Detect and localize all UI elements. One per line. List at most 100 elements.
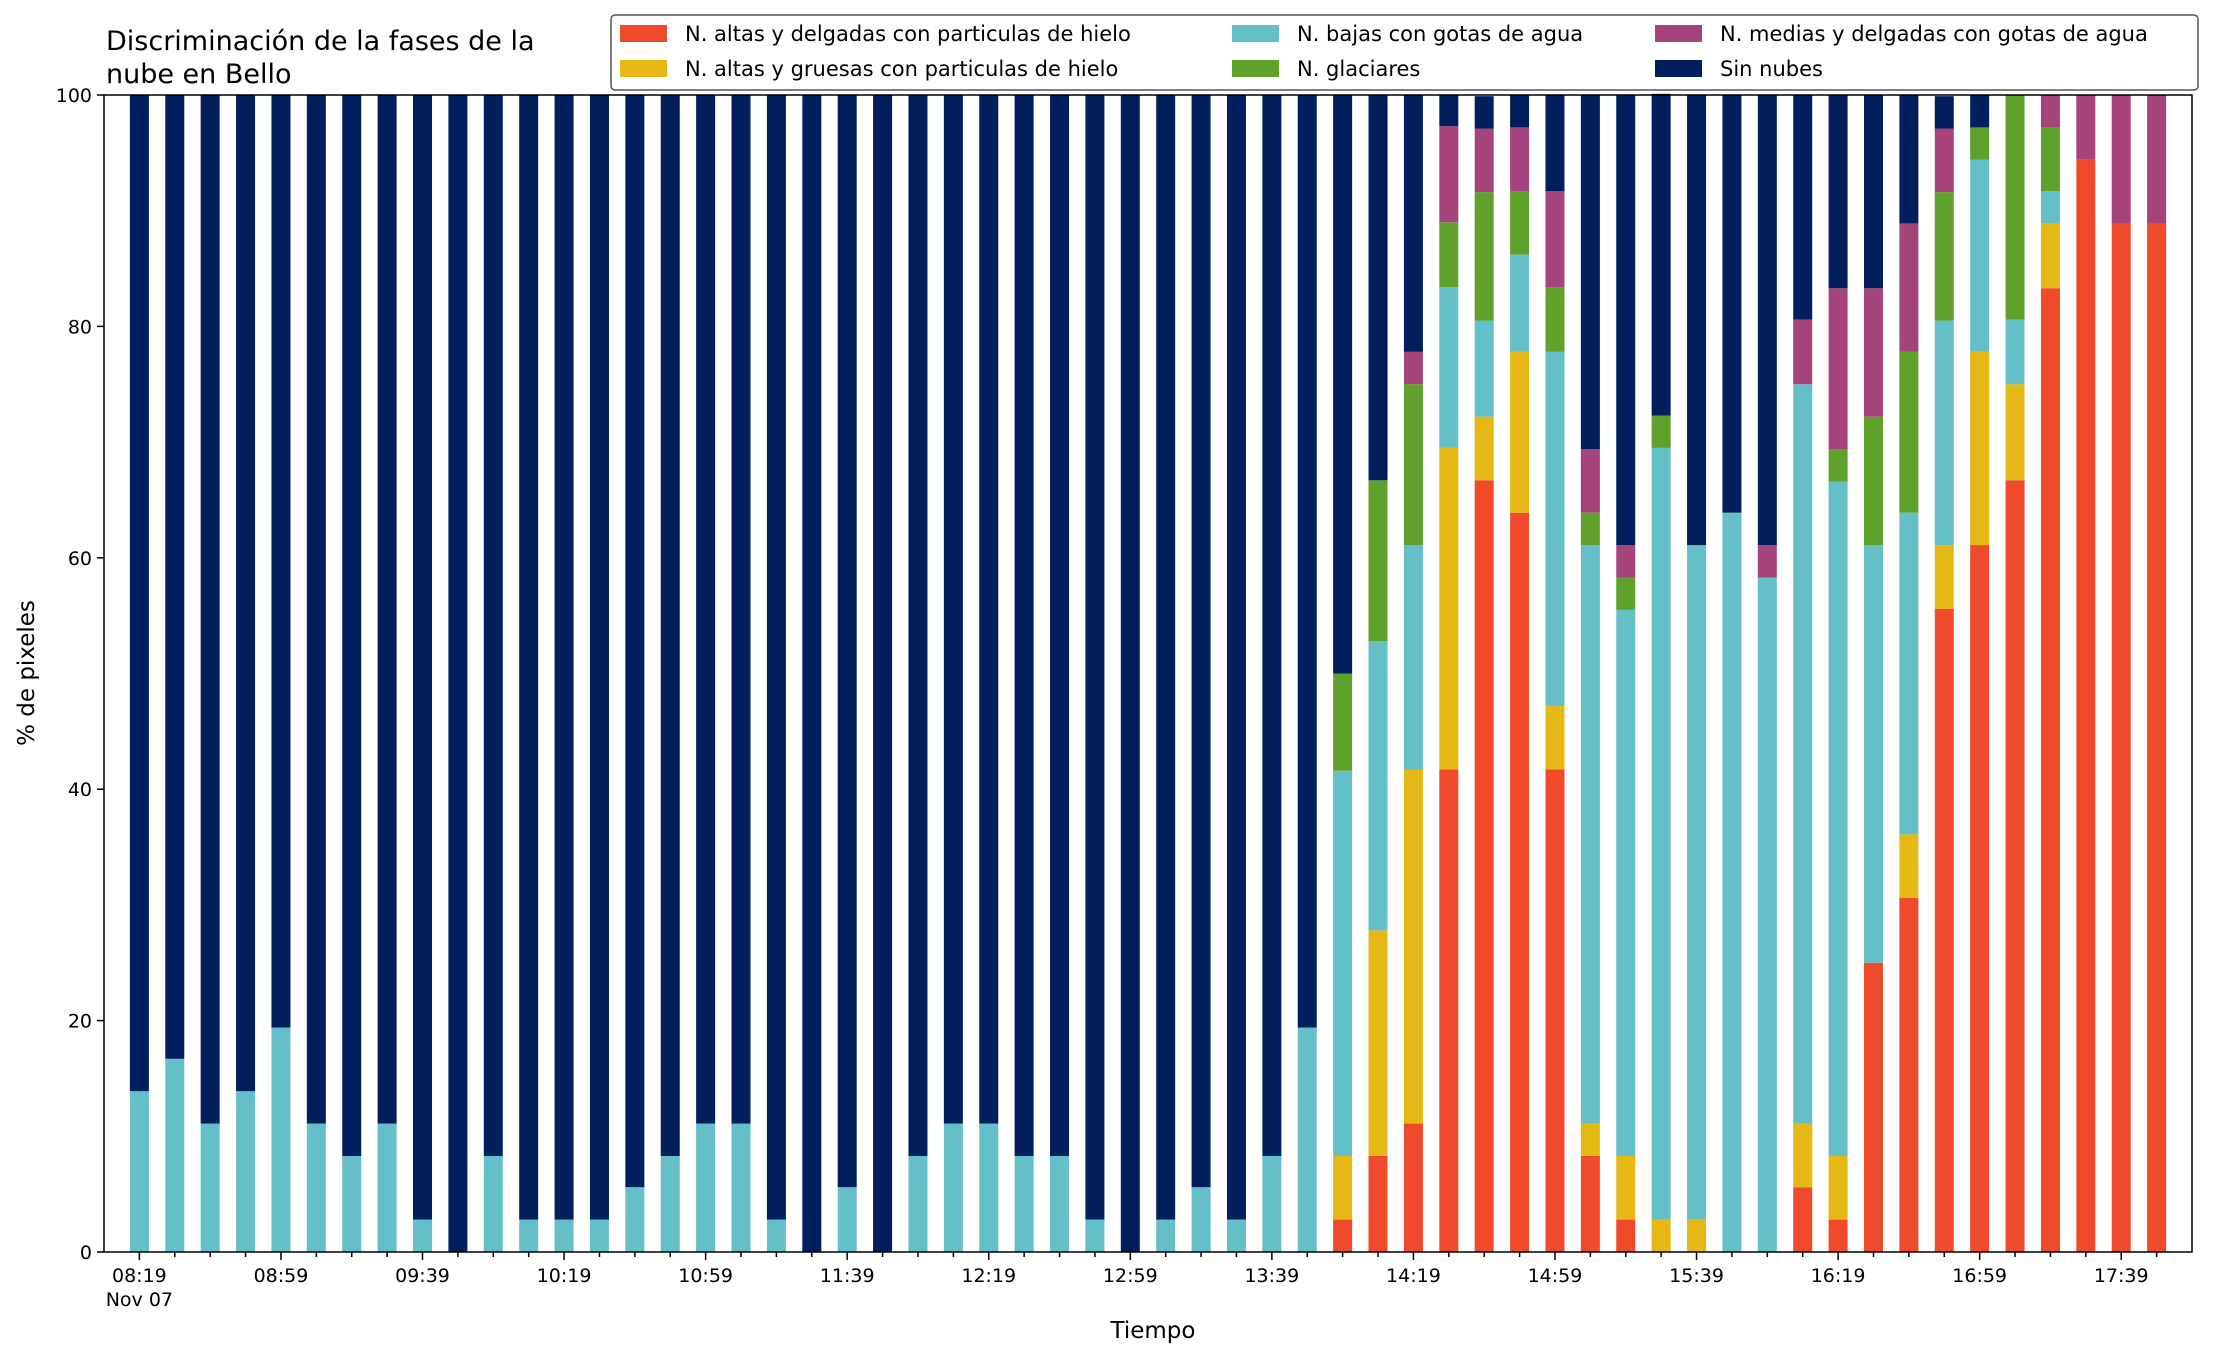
- bar-segment-35-series-5: [1368, 95, 1388, 481]
- bar-segment-39-series-5: [1510, 95, 1530, 128]
- x-tick-label-13: 16:59: [1952, 1265, 2007, 1287]
- legend-label-3: N. glaciares: [1297, 57, 1420, 81]
- x-tick-label-4: 10:59: [678, 1265, 733, 1287]
- bar-segment-43-series-3: [1651, 415, 1671, 448]
- bar-segment-30-series-5: [1191, 95, 1211, 1188]
- y-tick-label-0: 0: [80, 1242, 92, 1264]
- x-tick-label-5: 11:39: [820, 1265, 875, 1287]
- bar-segment-40-series-1: [1545, 705, 1565, 770]
- bar-segment-27-series-5: [1085, 95, 1105, 1220]
- bar-segment-36-series-1: [1403, 769, 1423, 1124]
- bar-segment-51-series-4: [1934, 128, 1954, 193]
- bar-segment-39-series-0: [1510, 512, 1530, 1252]
- chart-title-line-1: Discriminación de la fases de la: [106, 26, 535, 57]
- bar-segment-40-series-4: [1545, 191, 1565, 288]
- bar-segment-34-series-1: [1333, 1155, 1353, 1220]
- bar-segment-46-series-4: [1757, 545, 1777, 578]
- bar-segment-14-series-2: [625, 1187, 645, 1252]
- bar-segment-43-series-1: [1651, 1219, 1671, 1252]
- bar-segment-29-series-5: [1156, 95, 1176, 1220]
- x-tick-label-3: 10:19: [537, 1265, 592, 1287]
- bar-segment-44-series-2: [1687, 545, 1707, 1220]
- bar-segment-53-series-3: [2005, 95, 2025, 320]
- bar-segment-5-series-2: [306, 1123, 326, 1252]
- bar-segment-8-series-2: [413, 1219, 433, 1252]
- bar-segment-22-series-2: [908, 1155, 928, 1252]
- bar-segment-4-series-2: [271, 1027, 291, 1252]
- legend-box: [610, 14, 2199, 91]
- bar-segment-41-series-3: [1580, 512, 1600, 546]
- bar-segment-26-series-2: [1050, 1155, 1070, 1252]
- bar-segment-43-series-5: [1651, 93, 1671, 416]
- bar-segment-46-series-2: [1757, 577, 1777, 1252]
- x-tick-label-9: 14:19: [1386, 1265, 1441, 1287]
- bar-segment-41-series-1: [1580, 1123, 1600, 1156]
- bar-segment-15-series-2: [660, 1155, 680, 1252]
- bar-segment-42-series-2: [1616, 609, 1636, 1156]
- bar-segment-6-series-2: [342, 1155, 362, 1252]
- bar-segment-54-series-0: [2040, 288, 2060, 1253]
- axes-frame: [103, 94, 2193, 1253]
- bar-segment-17-series-5: [731, 95, 751, 1124]
- legend: N. altas y delgadas con particulas de hi…: [610, 14, 2199, 91]
- bar-segment-55-series-4: [2076, 95, 2096, 160]
- bar-segment-23-series-5: [943, 95, 963, 1124]
- y-tick-label-5: 100: [56, 85, 92, 107]
- bar-segment-40-series-0: [1545, 769, 1565, 1252]
- x-tick-label-12: 16:19: [1811, 1265, 1866, 1287]
- bar-segment-42-series-5: [1616, 95, 1636, 546]
- bar-segment-19-series-5: [802, 95, 822, 1252]
- bar-segment-54-series-2: [2040, 191, 2060, 224]
- bar-segment-50-series-0: [1899, 897, 1919, 1252]
- bar-segment-40-series-2: [1545, 351, 1565, 706]
- bar-segment-7-series-5: [377, 95, 397, 1124]
- bar-segment-13-series-2: [589, 1219, 609, 1252]
- bar-segment-2-series-2: [200, 1123, 220, 1252]
- bar-segment-25-series-5: [1014, 95, 1034, 1156]
- bar-segment-57-series-4: [2147, 95, 2167, 224]
- legend-label-1: N. altas y gruesas con particulas de hie…: [685, 57, 1118, 81]
- bar-segment-5-series-5: [306, 95, 326, 1124]
- bar-segment-48-series-3: [1828, 449, 1848, 482]
- bar-segment-35-series-3: [1368, 480, 1388, 642]
- bar-segment-49-series-0: [1863, 962, 1883, 1252]
- x-tick-label-14: 17:39: [2094, 1265, 2149, 1287]
- bar-segment-36-series-2: [1403, 545, 1423, 770]
- bar-segment-39-series-4: [1510, 127, 1530, 192]
- bar-segment-51-series-2: [1934, 320, 1954, 546]
- bar-segment-37-series-3: [1439, 222, 1459, 288]
- bar-segment-37-series-2: [1439, 287, 1459, 448]
- x-tick-label-2: 09:39: [395, 1265, 450, 1287]
- bars-layer: [129, 93, 2167, 1253]
- bar-segment-47-series-1: [1793, 1123, 1813, 1188]
- bar-segment-50-series-2: [1899, 512, 1919, 835]
- bar-segment-31-series-2: [1226, 1219, 1246, 1252]
- bar-segment-7-series-2: [377, 1123, 397, 1252]
- bar-segment-8-series-5: [413, 95, 433, 1220]
- bar-segment-36-series-5: [1403, 95, 1423, 352]
- bar-segment-10-series-5: [483, 95, 503, 1156]
- bar-segment-22-series-5: [908, 95, 928, 1156]
- bar-segment-45-series-2: [1722, 512, 1742, 1252]
- bar-segment-56-series-4: [2111, 95, 2131, 224]
- bar-segment-30-series-2: [1191, 1187, 1211, 1252]
- bar-segment-3-series-2: [236, 1091, 256, 1252]
- bar-segment-54-series-3: [2040, 127, 2060, 192]
- legend-swatch-3: [1232, 60, 1279, 77]
- bar-segment-47-series-4: [1793, 319, 1813, 385]
- x-tick-label-6: 12:19: [961, 1265, 1016, 1287]
- bar-segment-57-series-0: [2147, 223, 2167, 1253]
- bar-segment-52-series-1: [1970, 351, 1990, 546]
- bar-segment-9-series-5: [448, 95, 468, 1252]
- bar-segment-32-series-2: [1262, 1155, 1282, 1252]
- bar-segment-36-series-0: [1403, 1123, 1423, 1252]
- bar-segment-34-series-0: [1333, 1219, 1353, 1252]
- bar-segment-17-series-2: [731, 1123, 751, 1252]
- bar-segment-38-series-4: [1474, 128, 1494, 193]
- x-tick-label-1: 08:59: [254, 1265, 309, 1287]
- bar-segment-42-series-1: [1616, 1155, 1636, 1220]
- bar-segment-38-series-1: [1474, 416, 1494, 481]
- bar-segment-0-series-2: [129, 1091, 149, 1252]
